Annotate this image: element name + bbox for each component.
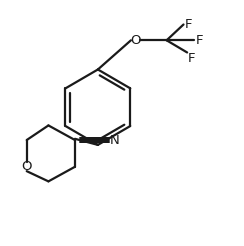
Text: F: F — [185, 18, 193, 31]
Text: F: F — [196, 34, 204, 47]
Text: F: F — [188, 52, 196, 65]
Text: O: O — [130, 34, 141, 47]
Text: O: O — [21, 160, 32, 173]
Text: N: N — [109, 134, 119, 147]
